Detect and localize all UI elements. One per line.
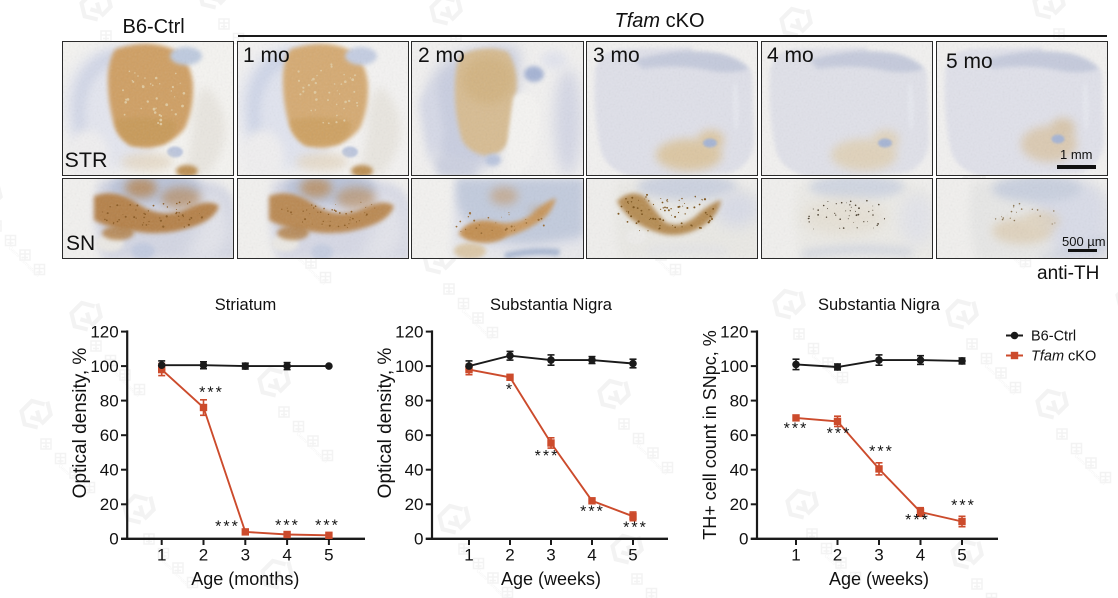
svg-text:Striatum: Striatum	[215, 296, 276, 314]
svg-text:4: 4	[587, 545, 596, 564]
svg-text:3: 3	[241, 545, 250, 564]
svg-text:3: 3	[874, 545, 883, 564]
svg-text:2: 2	[199, 545, 208, 564]
svg-text:5: 5	[628, 545, 637, 564]
svg-text:40: 40	[730, 460, 749, 479]
svg-text:TH+ cell count in SNpc, %: TH+ cell count in SNpc, %	[700, 330, 720, 540]
svg-text:***: ***	[199, 385, 224, 402]
svg-text:40: 40	[405, 460, 424, 479]
svg-text:B6-Ctrl: B6-Ctrl	[1031, 329, 1076, 345]
svg-text:60: 60	[405, 426, 424, 445]
svg-text:120: 120	[90, 322, 118, 341]
svg-text:80: 80	[100, 391, 119, 410]
svg-text:80: 80	[405, 391, 424, 410]
svg-text:***: ***	[580, 504, 605, 521]
svg-text:4: 4	[916, 545, 925, 564]
svg-text:***: ***	[951, 498, 976, 515]
svg-text:2: 2	[505, 545, 514, 564]
svg-text:0: 0	[414, 530, 423, 549]
svg-text:***: ***	[215, 519, 240, 536]
svg-text:Age (months): Age (months)	[191, 569, 299, 589]
svg-text:5: 5	[324, 545, 333, 564]
svg-text:Tfam cKO: Tfam cKO	[1031, 349, 1096, 365]
svg-text:0: 0	[109, 530, 118, 549]
svg-text:100: 100	[720, 357, 748, 376]
svg-text:2: 2	[833, 545, 842, 564]
svg-text:***: ***	[869, 444, 894, 461]
svg-text:60: 60	[730, 426, 749, 445]
svg-text:60: 60	[100, 426, 119, 445]
svg-text:***: ***	[784, 421, 809, 438]
svg-text:20: 20	[100, 495, 119, 514]
svg-text:80: 80	[730, 391, 749, 410]
svg-text:20: 20	[405, 495, 424, 514]
svg-text:***: ***	[535, 448, 560, 465]
svg-text:4: 4	[282, 545, 291, 564]
svg-text:Optical density, %: Optical density, %	[375, 348, 396, 499]
svg-text:1: 1	[791, 545, 800, 564]
svg-text:120: 120	[720, 322, 748, 341]
svg-text:20: 20	[730, 495, 749, 514]
svg-text:120: 120	[395, 322, 423, 341]
svg-text:0: 0	[739, 530, 748, 549]
svg-text:***: ***	[275, 518, 300, 535]
svg-text:***: ***	[827, 426, 852, 443]
svg-text:Substantia Nigra: Substantia Nigra	[490, 296, 613, 314]
svg-text:5: 5	[957, 545, 966, 564]
svg-text:Substantia Nigra: Substantia Nigra	[818, 296, 941, 314]
svg-text:Optical density, %: Optical density, %	[70, 348, 91, 499]
svg-text:3: 3	[546, 545, 555, 564]
svg-text:40: 40	[100, 460, 119, 479]
svg-text:***: ***	[905, 512, 930, 529]
svg-text:***: ***	[315, 518, 340, 535]
svg-text:100: 100	[90, 357, 118, 376]
svg-text:1: 1	[464, 545, 473, 564]
svg-text:Age (weeks): Age (weeks)	[829, 569, 929, 589]
svg-text:Age (weeks): Age (weeks)	[501, 569, 601, 589]
svg-text:***: ***	[623, 520, 648, 537]
svg-text:*: *	[506, 382, 514, 399]
svg-text:100: 100	[395, 357, 423, 376]
svg-text:1: 1	[157, 545, 166, 564]
